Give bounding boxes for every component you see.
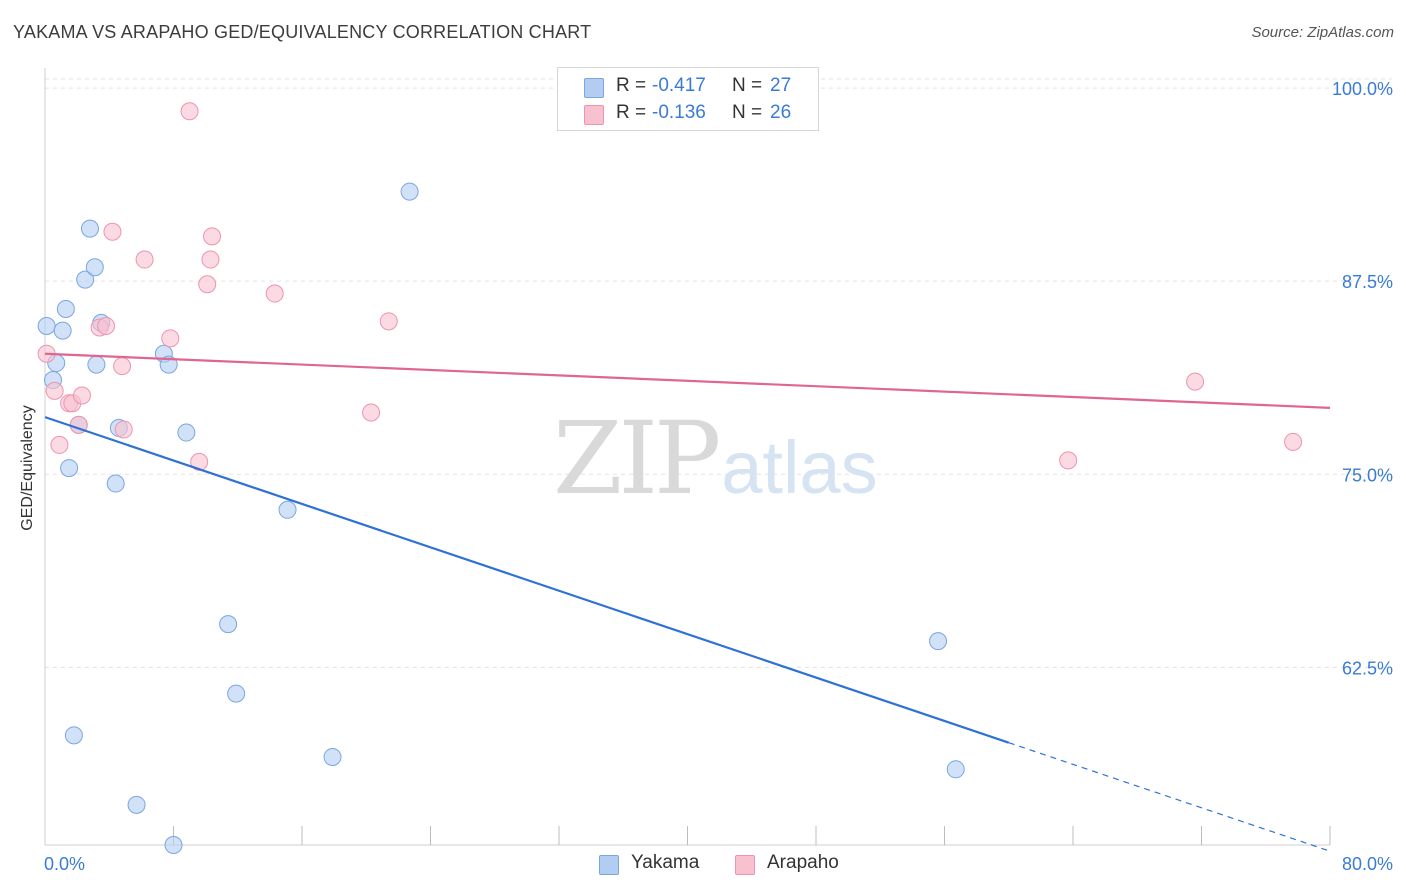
arapaho-point (1059, 451, 1078, 470)
yakama-legend-swatch (599, 855, 619, 875)
yakama-point (177, 423, 196, 442)
yakama-trend-extension (1008, 742, 1331, 852)
arapaho-point (50, 435, 69, 454)
yakama-point (164, 836, 183, 854)
y-tick-label: 87.5% (1342, 272, 1393, 292)
arapaho-point (113, 357, 132, 376)
yakama-point (400, 182, 419, 201)
series-legend: Yakama Arapaho (0, 852, 1406, 878)
arapaho-points (37, 102, 1303, 471)
y-tick-label: 62.5% (1342, 658, 1393, 678)
arapaho-point (97, 316, 116, 335)
arapaho-r-value: -0.136 (652, 102, 706, 123)
r-label: R = (616, 102, 647, 123)
arapaho-point (265, 284, 284, 303)
arapaho-point (114, 420, 133, 439)
arapaho-point (72, 386, 91, 405)
yakama-point (929, 632, 948, 651)
arapaho-trend-line (44, 352, 1331, 409)
arapaho-point (135, 250, 154, 269)
n-label: N = (732, 102, 763, 123)
yakama-legend-label: Yakama (631, 852, 700, 873)
yakama-point (106, 474, 125, 493)
yakama-point (127, 795, 146, 814)
arapaho-point (45, 381, 64, 400)
arapaho-point (1186, 372, 1205, 391)
yakama-point (60, 459, 79, 478)
yakama-point (85, 258, 104, 277)
arapaho-point (180, 102, 199, 121)
yakama-point (53, 321, 72, 340)
arapaho-legend-swatch (735, 855, 755, 875)
yakama-point (946, 760, 965, 779)
yakama-point (87, 355, 106, 374)
yakama-point (227, 684, 246, 703)
yakama-point (37, 316, 56, 335)
arapaho-point (201, 250, 220, 269)
yakama-point (278, 500, 297, 519)
arapaho-point (190, 452, 209, 471)
arapaho-point (203, 227, 222, 246)
arapaho-point (379, 312, 398, 331)
yakama-point (64, 726, 83, 745)
yakama-point (56, 299, 75, 318)
yakama-trend-line (44, 416, 1010, 744)
yakama-points (37, 182, 965, 854)
arapaho-point (103, 222, 122, 241)
y-tick-label: 100.0% (1332, 79, 1393, 99)
source-credit: Source: ZipAtlas.com (1251, 24, 1394, 41)
yakama-n-value: 27 (770, 75, 792, 96)
arapaho-swatch (584, 105, 604, 125)
arapaho-point (198, 275, 217, 294)
r-label: R = (616, 75, 647, 96)
arapaho-legend-label: Arapaho (767, 852, 839, 873)
x-tick-label: 0.0% (44, 854, 85, 874)
yakama-swatch (584, 78, 604, 98)
chart-title: YAKAMA VS ARAPAHO GED/EQUIVALENCY CORREL… (13, 22, 592, 42)
arapaho-point (1284, 432, 1303, 451)
yakama-point (76, 270, 95, 289)
yakama-point (159, 355, 178, 374)
yakama-point (80, 219, 99, 238)
y-axis-label: GED/Equivalency (19, 405, 36, 531)
n-label: N = (732, 75, 763, 96)
x-tick-label: 80.0% (1342, 854, 1393, 874)
correlation-legend: R = -0.417 N = 27 R = -0.136 N = 26 (557, 67, 819, 131)
yakama-point (323, 747, 342, 766)
arapaho-point (161, 329, 180, 348)
yakama-point (219, 615, 238, 634)
y-tick-label: 75.0% (1342, 465, 1393, 485)
arapaho-point (362, 403, 381, 422)
yakama-r-value: -0.417 (652, 75, 706, 96)
arapaho-n-value: 26 (770, 102, 792, 123)
